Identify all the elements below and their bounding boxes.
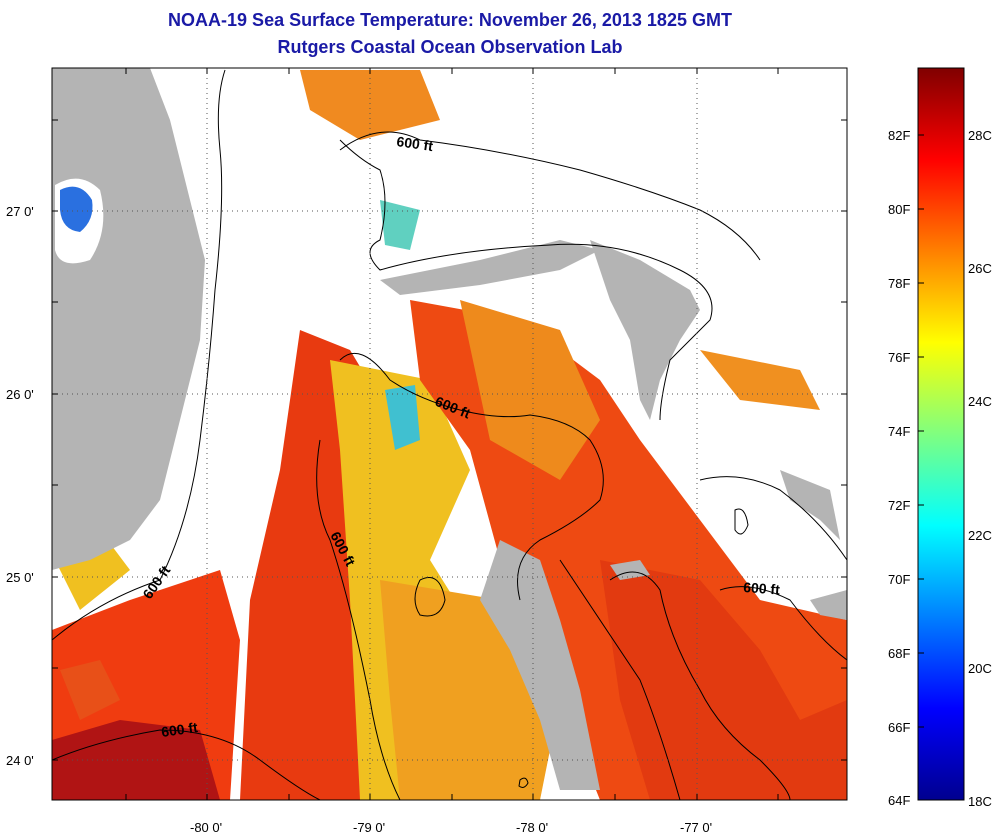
lat-label: 26 0'	[6, 387, 34, 402]
colorbar-c-label: 20C	[968, 661, 992, 676]
colorbar-f-label: 82F	[888, 128, 910, 143]
lat-label: 27 0'	[6, 204, 34, 219]
longitude-labels: -80 0' -79 0' -78 0' -77 0'	[190, 820, 712, 835]
colorbar-f-label: 80F	[888, 202, 910, 217]
lat-label: 24 0'	[6, 753, 34, 768]
colorbar-c-label: 24C	[968, 394, 992, 409]
colorbar-c-label: 22C	[968, 528, 992, 543]
lat-label: 25 0'	[6, 570, 34, 585]
colorbar-f-label: 78F	[888, 276, 910, 291]
latitude-labels: 27 0' 26 0' 25 0' 24 0'	[6, 204, 34, 768]
contour-label: 600 ft	[160, 719, 199, 740]
land	[52, 68, 847, 790]
colorbar-f-label: 72F	[888, 498, 910, 513]
colorbar-f-label: 68F	[888, 646, 910, 661]
contour-label: 600 ft	[396, 133, 435, 154]
map-frame	[51, 67, 848, 801]
graticule	[52, 68, 847, 800]
colorbar-gradient	[917, 67, 965, 801]
colorbar-c-label: 26C	[968, 261, 992, 276]
map-plot-area: 600 ft 600 ft 600 ft 600 ft 600 ft 600 f…	[52, 68, 847, 800]
colorbar-fahrenheit-labels: 82F 80F 78F 76F 74F 72F 70F 68F 66F 64F	[888, 128, 910, 808]
colorbar-f-label: 74F	[888, 424, 910, 439]
colorbar-f-label: 66F	[888, 720, 910, 735]
lon-label: -80 0'	[190, 820, 222, 835]
colorbar-f-label: 64F	[888, 793, 910, 808]
map-title: NOAA-19 Sea Surface Temperature: Novembe…	[168, 10, 732, 30]
lon-label: -79 0'	[353, 820, 385, 835]
colorbar-f-label: 70F	[888, 572, 910, 587]
contour-label: 600 ft	[743, 579, 781, 598]
map-subtitle: Rutgers Coastal Ocean Observation Lab	[277, 37, 623, 57]
colorbar: 82F 80F 78F 76F 74F 72F 70F 68F 66F 64F …	[888, 67, 992, 809]
colorbar-celsius-labels: 28C 26C 24C 22C 20C 18C	[968, 128, 992, 809]
depth-contours	[52, 69, 847, 800]
colorbar-c-label: 18C	[968, 794, 992, 809]
axis-ticks	[52, 68, 847, 800]
lon-label: -78 0'	[516, 820, 548, 835]
lon-label: -77 0'	[680, 820, 712, 835]
colorbar-f-label: 76F	[888, 350, 910, 365]
colorbar-c-label: 28C	[968, 128, 992, 143]
